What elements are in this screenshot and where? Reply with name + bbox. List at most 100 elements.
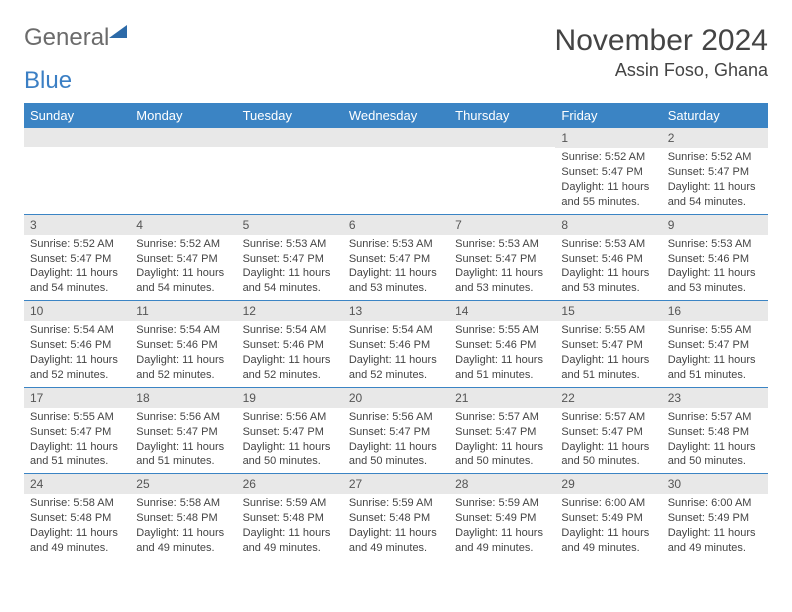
day-number: 19 <box>237 388 343 408</box>
week-row: 1Sunrise: 5:52 AMSunset: 5:47 PMDaylight… <box>24 128 768 214</box>
day-cell <box>24 128 130 214</box>
day-number: 20 <box>343 388 449 408</box>
day-content: Sunrise: 5:57 AMSunset: 5:47 PMDaylight:… <box>555 410 661 469</box>
day-header-row: Sunday Monday Tuesday Wednesday Thursday… <box>24 103 768 128</box>
sunset-text: Sunset: 5:47 PM <box>349 425 443 440</box>
month-title: November 2024 <box>555 24 768 58</box>
daylight-text: Daylight: 11 hours and 51 minutes. <box>561 353 655 383</box>
sunset-text: Sunset: 5:47 PM <box>561 338 655 353</box>
sunset-text: Sunset: 5:47 PM <box>136 425 230 440</box>
day-number: 15 <box>555 301 661 321</box>
day-content: Sunrise: 5:55 AMSunset: 5:47 PMDaylight:… <box>662 323 768 382</box>
logo-text-1: General <box>24 24 109 52</box>
daylight-text: Daylight: 11 hours and 53 minutes. <box>668 266 762 296</box>
day-number: 29 <box>555 474 661 494</box>
day-number: 18 <box>130 388 236 408</box>
day-cell: 5Sunrise: 5:53 AMSunset: 5:47 PMDaylight… <box>237 215 343 301</box>
day-cell: 25Sunrise: 5:58 AMSunset: 5:48 PMDayligh… <box>130 474 236 560</box>
day-number: 23 <box>662 388 768 408</box>
sunset-text: Sunset: 5:46 PM <box>243 338 337 353</box>
sunset-text: Sunset: 5:47 PM <box>668 165 762 180</box>
day-header: Thursday <box>449 103 555 128</box>
day-content: Sunrise: 5:58 AMSunset: 5:48 PMDaylight:… <box>130 496 236 555</box>
sunrise-text: Sunrise: 5:58 AM <box>136 496 230 511</box>
sunrise-text: Sunrise: 5:57 AM <box>561 410 655 425</box>
sunrise-text: Sunrise: 5:53 AM <box>243 237 337 252</box>
day-header: Tuesday <box>237 103 343 128</box>
day-number: 11 <box>130 301 236 321</box>
day-number: 16 <box>662 301 768 321</box>
sunrise-text: Sunrise: 5:56 AM <box>349 410 443 425</box>
day-number <box>343 128 449 147</box>
day-content: Sunrise: 5:52 AMSunset: 5:47 PMDaylight:… <box>662 150 768 209</box>
day-number: 13 <box>343 301 449 321</box>
calendar: Sunday Monday Tuesday Wednesday Thursday… <box>24 103 768 560</box>
day-content: Sunrise: 5:54 AMSunset: 5:46 PMDaylight:… <box>237 323 343 382</box>
sunset-text: Sunset: 5:48 PM <box>668 425 762 440</box>
day-content: Sunrise: 5:57 AMSunset: 5:47 PMDaylight:… <box>449 410 555 469</box>
sunset-text: Sunset: 5:46 PM <box>349 338 443 353</box>
day-number: 12 <box>237 301 343 321</box>
day-cell: 1Sunrise: 5:52 AMSunset: 5:47 PMDaylight… <box>555 128 661 214</box>
sunrise-text: Sunrise: 5:55 AM <box>30 410 124 425</box>
daylight-text: Daylight: 11 hours and 49 minutes. <box>668 526 762 556</box>
logo: General <box>24 24 129 52</box>
daylight-text: Daylight: 11 hours and 50 minutes. <box>349 440 443 470</box>
weeks-container: 1Sunrise: 5:52 AMSunset: 5:47 PMDaylight… <box>24 128 768 560</box>
daylight-text: Daylight: 11 hours and 49 minutes. <box>455 526 549 556</box>
sunrise-text: Sunrise: 5:55 AM <box>455 323 549 338</box>
sunset-text: Sunset: 5:49 PM <box>561 511 655 526</box>
daylight-text: Daylight: 11 hours and 54 minutes. <box>243 266 337 296</box>
day-content: Sunrise: 5:56 AMSunset: 5:47 PMDaylight:… <box>130 410 236 469</box>
day-number: 9 <box>662 215 768 235</box>
sunset-text: Sunset: 5:47 PM <box>136 252 230 267</box>
daylight-text: Daylight: 11 hours and 49 minutes. <box>349 526 443 556</box>
day-number: 27 <box>343 474 449 494</box>
day-cell: 19Sunrise: 5:56 AMSunset: 5:47 PMDayligh… <box>237 388 343 474</box>
day-content: Sunrise: 5:59 AMSunset: 5:48 PMDaylight:… <box>237 496 343 555</box>
day-cell <box>237 128 343 214</box>
day-cell: 20 Sunrise: 5:56 AMSunset: 5:47 PMDayligh… <box>343 388 449 474</box>
logo-text-2: Blue <box>24 67 72 94</box>
week-row: 10Sunrise: 5:54 AMSunset: 5:46 PMDayligh… <box>24 300 768 387</box>
day-content: Sunrise: 6:00 AMSunset: 5:49 PMDaylight:… <box>555 496 661 555</box>
day-header: Saturday <box>662 103 768 128</box>
day-number: 22 <box>555 388 661 408</box>
sunset-text: Sunset: 5:47 PM <box>455 425 549 440</box>
daylight-text: Daylight: 11 hours and 51 minutes. <box>455 353 549 383</box>
sunrise-text: Sunrise: 6:00 AM <box>561 496 655 511</box>
day-number: 14 <box>449 301 555 321</box>
sunrise-text: Sunrise: 5:58 AM <box>30 496 124 511</box>
day-content: Sunrise: 5:53 AMSunset: 5:47 PMDaylight:… <box>343 237 449 296</box>
sunrise-text: Sunrise: 5:54 AM <box>136 323 230 338</box>
sunset-text: Sunset: 5:48 PM <box>349 511 443 526</box>
day-number: 28 <box>449 474 555 494</box>
day-number: 21 <box>449 388 555 408</box>
daylight-text: Daylight: 11 hours and 50 minutes. <box>455 440 549 470</box>
title-block: November 2024 Assin Foso, Ghana <box>555 24 768 81</box>
daylight-text: Daylight: 11 hours and 54 minutes. <box>30 266 124 296</box>
day-cell: 29Sunrise: 6:00 AMSunset: 5:49 PMDayligh… <box>555 474 661 560</box>
sunrise-text: Sunrise: 5:52 AM <box>561 150 655 165</box>
daylight-text: Daylight: 11 hours and 54 minutes. <box>136 266 230 296</box>
sunset-text: Sunset: 5:46 PM <box>136 338 230 353</box>
day-cell: 30Sunrise: 6:00 AMSunset: 5:49 PMDayligh… <box>662 474 768 560</box>
sunset-text: Sunset: 5:47 PM <box>30 425 124 440</box>
sunset-text: Sunset: 5:48 PM <box>243 511 337 526</box>
day-cell: 27 Sunrise: 5:59 AMSunset: 5:48 PMDayligh… <box>343 474 449 560</box>
sunrise-text: Sunrise: 5:54 AM <box>243 323 337 338</box>
daylight-text: Daylight: 11 hours and 49 minutes. <box>561 526 655 556</box>
sunset-text: Sunset: 5:47 PM <box>30 252 124 267</box>
daylight-text: Daylight: 11 hours and 50 minutes. <box>243 440 337 470</box>
daylight-text: Daylight: 11 hours and 49 minutes. <box>136 526 230 556</box>
day-content: Sunrise: 5:59 AMSunset: 5:49 PMDaylight:… <box>449 496 555 555</box>
day-content: Sunrise: 5:52 AMSunset: 5:47 PMDaylight:… <box>130 237 236 296</box>
day-content: Sunrise: 5:53 AMSunset: 5:47 PMDaylight:… <box>237 237 343 296</box>
day-cell: 4Sunrise: 5:52 AMSunset: 5:47 PMDaylight… <box>130 215 236 301</box>
daylight-text: Daylight: 11 hours and 52 minutes. <box>243 353 337 383</box>
sunrise-text: Sunrise: 5:52 AM <box>30 237 124 252</box>
sunset-text: Sunset: 5:47 PM <box>455 252 549 267</box>
sunrise-text: Sunrise: 5:59 AM <box>455 496 549 511</box>
sunrise-text: Sunrise: 5:59 AM <box>349 496 443 511</box>
day-number: 26 <box>237 474 343 494</box>
